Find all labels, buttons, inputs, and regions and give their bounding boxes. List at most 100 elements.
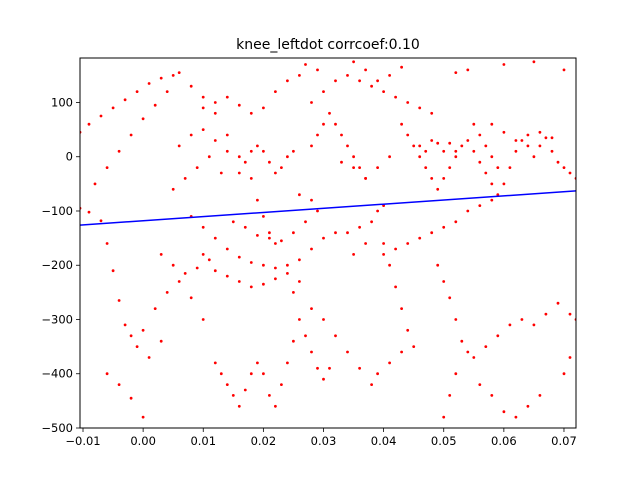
- y-tick-label: −400: [41, 367, 73, 381]
- data-point: [370, 383, 373, 386]
- data-point: [454, 372, 458, 376]
- data-point: [141, 415, 145, 419]
- data-point: [304, 220, 307, 224]
- data-point: [418, 155, 422, 159]
- data-point: [141, 117, 145, 121]
- data-point: [274, 266, 277, 270]
- data-point: [394, 285, 397, 289]
- data-point: [262, 263, 265, 267]
- data-point: [316, 366, 319, 370]
- data-point: [171, 263, 175, 267]
- data-point: [256, 234, 259, 237]
- data-point: [105, 242, 109, 245]
- data-point: [562, 372, 566, 376]
- data-point: [99, 219, 103, 223]
- data-point: [322, 236, 325, 240]
- data-point: [280, 166, 283, 170]
- data-point: [334, 79, 337, 83]
- data-point: [256, 361, 259, 365]
- data-point: [310, 247, 313, 251]
- data-point: [430, 177, 434, 180]
- data-point: [406, 133, 410, 137]
- data-point: [460, 144, 464, 148]
- data-point: [105, 166, 109, 170]
- data-point: [213, 139, 217, 142]
- data-point: [274, 404, 277, 408]
- data-point: [514, 149, 518, 153]
- data-point: [484, 171, 488, 175]
- data-point: [225, 274, 229, 278]
- data-point: [562, 68, 566, 72]
- data-point: [388, 263, 391, 267]
- data-point: [568, 171, 572, 175]
- data-point: [448, 141, 452, 145]
- data-point: [292, 231, 295, 235]
- data-point: [352, 166, 355, 170]
- data-point: [358, 166, 361, 170]
- data-point: [135, 90, 139, 93]
- data-point: [436, 141, 440, 145]
- data-point: [406, 101, 410, 104]
- data-point: [334, 231, 337, 235]
- data-point: [370, 220, 373, 224]
- y-tick-label: 100: [51, 95, 73, 109]
- data-point: [346, 350, 349, 354]
- data-point: [310, 198, 313, 202]
- data-point: [490, 155, 494, 159]
- data-point: [99, 114, 103, 118]
- data-point: [526, 144, 530, 148]
- data-point: [490, 122, 494, 126]
- data-point: [292, 149, 295, 153]
- data-point: [316, 133, 319, 137]
- data-point: [478, 133, 482, 137]
- data-point: [117, 149, 121, 153]
- x-tick-label: 0.02: [251, 434, 277, 448]
- data-point: [544, 312, 548, 316]
- data-point: [123, 98, 127, 102]
- chart-title: knee_leftdot corrcoef:0.10: [236, 37, 420, 53]
- data-point: [111, 106, 115, 110]
- data-point: [352, 60, 355, 64]
- data-point: [382, 253, 385, 256]
- data-point: [249, 372, 253, 376]
- data-point: [262, 282, 265, 286]
- data-point: [472, 122, 476, 126]
- data-point: [556, 160, 560, 164]
- data-point: [502, 182, 506, 186]
- data-point: [436, 263, 440, 267]
- data-point: [526, 404, 530, 408]
- x-tick-label: 0.03: [311, 434, 337, 448]
- data-point: [442, 225, 446, 229]
- data-point: [514, 415, 518, 419]
- data-point: [490, 394, 494, 397]
- data-point: [262, 372, 265, 376]
- data-point: [213, 269, 217, 273]
- data-point: [346, 144, 349, 148]
- data-point: [412, 345, 416, 348]
- x-axis: −0.01 0.00 0.01 0.02 0.03 0.04 0.05 0.06 0.07: [65, 428, 577, 448]
- data-point: [544, 136, 548, 140]
- data-point: [394, 95, 397, 99]
- data-point: [189, 84, 193, 88]
- data-point: [358, 366, 361, 370]
- data-point: [538, 394, 542, 397]
- data-point: [316, 209, 319, 213]
- data-point: [93, 182, 97, 186]
- data-point: [352, 253, 355, 256]
- data-point: [286, 361, 289, 365]
- data-point: [520, 139, 524, 142]
- data-point: [274, 90, 277, 93]
- data-point: [400, 350, 403, 354]
- data-point: [352, 155, 355, 159]
- data-point: [262, 106, 265, 110]
- data-point: [249, 285, 253, 289]
- data-point: [201, 106, 205, 110]
- data-point: [502, 410, 506, 414]
- data-point: [340, 133, 343, 137]
- data-point: [286, 272, 289, 275]
- data-point: [550, 136, 554, 140]
- data-point: [231, 394, 235, 397]
- data-point: [280, 239, 283, 243]
- data-point: [430, 231, 434, 235]
- data-point: [123, 323, 127, 327]
